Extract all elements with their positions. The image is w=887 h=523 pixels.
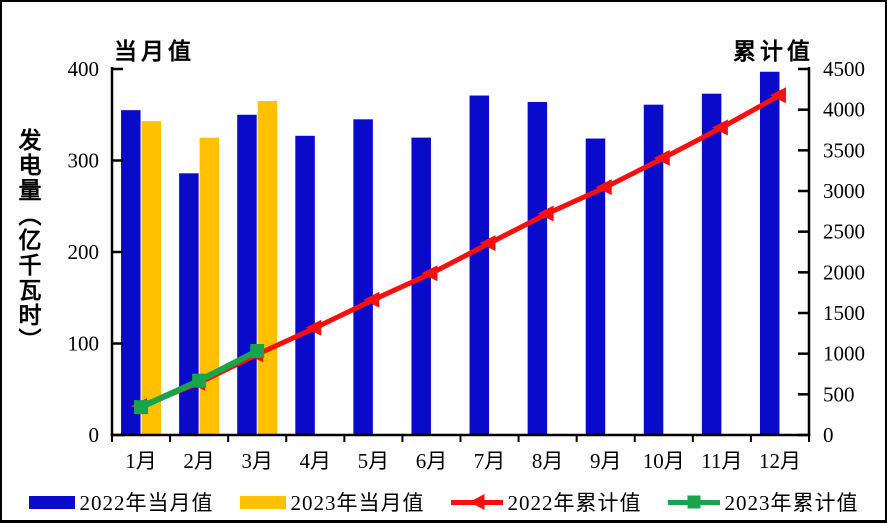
bar-2022年当月值-7月 [469,95,490,435]
bar-2022年当月值-8月 [527,101,548,435]
x-axis-label-9月: 9月 [590,449,622,473]
marker-triangle-2022年累计值 [363,291,380,308]
marker-triangle-2022年累计值 [537,205,554,222]
marker-triangle-2022年累计值 [769,87,786,104]
marker-square-2023年累计值 [192,373,207,388]
marker-triangle-2022年累计值 [305,319,322,336]
right-axis-tick-label: 500 [823,382,855,406]
right-axis-tick-label: 1000 [823,342,865,366]
right-axis-tick-label: 2000 [823,260,865,284]
legend-item-2022-monthly: 2022年当月值 [28,487,214,517]
legend-label-2022-cumulative: 2022年累计值 [507,491,642,515]
bar-2022年当月值-3月 [237,114,257,435]
right-axis-tick-label: 2500 [823,220,865,244]
bar-2023年当月值-2月 [199,137,220,435]
left-axis-tick-label: 100 [68,332,100,356]
bar-2022年当月值-1月 [121,110,141,436]
bar-2022年当月值-4月 [295,135,315,436]
x-axis-label-6月: 6月 [416,449,448,473]
bar-2023年当月值-1月 [141,121,162,435]
legend-line-swatch-2023 [667,495,720,509]
square-marker-icon [687,495,700,509]
marker-triangle-2022年累计值 [595,179,612,196]
legend: 2022年当月值 2023年当月值 2022年累计值 2023年累计值 [2,488,885,516]
right-axis-header: 累计值 [733,39,814,64]
bar-2022年当月值-11月 [701,93,722,435]
marker-triangle-2022年累计值 [421,265,438,282]
x-axis-label-5月: 5月 [358,449,390,473]
legend-bar-swatch-2022 [28,495,75,509]
bar-2022年当月值-12月 [759,71,780,436]
marker-triangle-2022年累计值 [653,149,670,166]
x-axis-label-3月: 3月 [241,449,273,473]
marker-square-2023年累计值 [134,400,149,415]
bar-2023年当月值-3月 [257,101,278,436]
marker-square-2023年累计值 [250,343,265,358]
legend-label-2023-monthly: 2023年当月值 [290,491,425,515]
legend-item-2023-monthly: 2023年当月值 [239,487,425,517]
legend-line-swatch-2022 [450,494,503,510]
left-axis-tick-label: 300 [68,149,100,173]
right-axis-tick-label: 3000 [823,179,865,203]
x-axis-label-11月: 11月 [701,449,742,473]
x-axis-label-2月: 2月 [183,449,215,473]
right-axis-tick-label: 3500 [823,138,865,162]
x-axis-label-10月: 10月 [643,449,685,473]
y-axis-title: 发电量（亿千瓦时） [15,128,40,353]
left-axis-header: 当月值 [114,39,195,64]
bar-2022年当月值-5月 [353,119,373,435]
x-axis-label-8月: 8月 [532,449,564,473]
legend-item-2023-cumulative: 2023年累计值 [667,487,859,517]
legend-label-2023-cumulative: 2023年累计值 [724,491,859,515]
right-axis-tick-label: 4500 [823,57,865,81]
marker-triangle-2022年累计值 [711,119,728,136]
bar-2022年当月值-10月 [643,104,664,435]
right-axis-tick-label: 1500 [823,301,865,325]
legend-label-2022-monthly: 2022年当月值 [79,491,214,515]
x-axis-label-12月: 12月 [759,449,801,473]
bar-2022年当月值-6月 [411,137,431,435]
marker-triangle-2022年累计值 [479,235,496,252]
x-axis-label-4月: 4月 [300,449,332,473]
left-axis-tick-label: 0 [89,423,100,447]
bar-2022年当月值-9月 [585,138,606,436]
legend-item-2022-cumulative: 2022年累计值 [450,487,642,517]
x-axis-label-7月: 7月 [474,449,506,473]
left-axis-tick-label: 400 [68,57,100,81]
right-axis-tick-label: 0 [823,423,834,447]
x-axis-label-1月: 1月 [125,449,157,473]
bar-2022年当月值-2月 [179,173,199,435]
right-axis-tick-label: 4000 [823,98,865,122]
legend-bar-swatch-2023 [239,495,286,509]
left-axis-tick-label: 200 [68,240,100,264]
triangle-marker-icon [469,494,484,510]
